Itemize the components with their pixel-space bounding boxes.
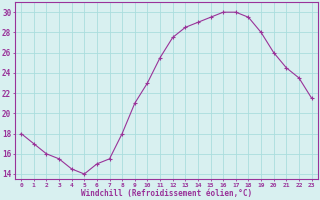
X-axis label: Windchill (Refroidissement éolien,°C): Windchill (Refroidissement éolien,°C) xyxy=(81,189,252,198)
